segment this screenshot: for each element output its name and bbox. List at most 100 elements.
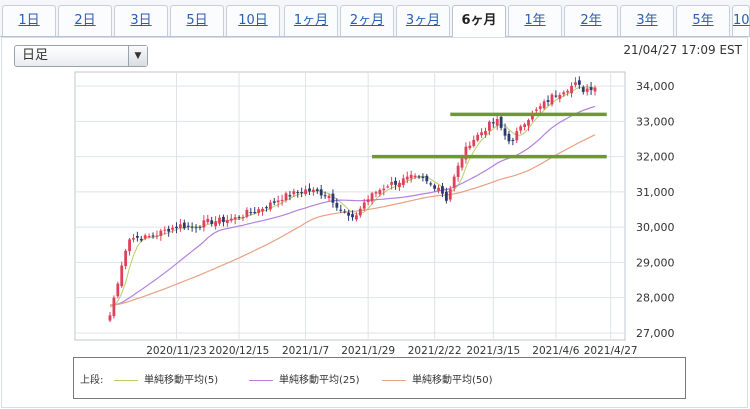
tab-3[interactable]: 5日 (170, 5, 224, 36)
candle-body (300, 192, 304, 194)
tab-4[interactable]: 10日 (226, 5, 280, 36)
candle-body (355, 215, 358, 220)
candle-body (120, 265, 124, 287)
candle-body (272, 201, 276, 203)
legend-swatch-sma50 (382, 379, 406, 381)
candle-body (448, 189, 452, 200)
chart-legend: 上段: 単純移動平均(5) 単純移動平均(25) 単純移動平均(50) (73, 357, 686, 399)
candle-body (499, 116, 503, 128)
candle-body (370, 193, 374, 202)
legend-item-sma50: 単純移動平均(50) (382, 371, 493, 386)
candle-body (444, 191, 448, 201)
candle-body (405, 176, 409, 180)
candle-body (511, 139, 515, 141)
period-select-value: 日足 (22, 48, 49, 63)
chevron-down-icon[interactable]: ▼ (128, 46, 147, 66)
candle-body (284, 193, 288, 201)
tab-11[interactable]: 3年 (620, 5, 674, 36)
candle-body (413, 175, 417, 178)
candle-body (503, 128, 507, 136)
candle-body (515, 131, 519, 141)
candle-body (527, 120, 530, 126)
x-tick-label: 2021/3/15 (466, 345, 520, 357)
candle-body (218, 217, 221, 224)
tab-8[interactable]: 6ヶ月 (452, 5, 506, 37)
candle-body (128, 239, 131, 252)
candle-body (323, 195, 327, 197)
candle-body (249, 212, 253, 214)
tab-7[interactable]: 3ヶ月 (396, 5, 450, 36)
candle-body (179, 224, 182, 229)
tab-1[interactable]: 2日 (58, 5, 112, 36)
candle-body (507, 133, 511, 142)
candle-body (214, 221, 218, 227)
candle-body (566, 90, 570, 93)
candle-body (241, 216, 245, 219)
candle-body (425, 175, 429, 182)
candle-body (593, 87, 597, 92)
candle-body (245, 209, 249, 217)
candle-body (581, 87, 585, 92)
candle-body (276, 200, 280, 203)
candle-body (319, 189, 323, 196)
candle-body (550, 94, 554, 105)
legend-swatch-sma5 (114, 379, 138, 381)
candle-body (585, 88, 589, 92)
candle-body (237, 216, 241, 218)
candle-body (452, 176, 456, 188)
candle-body (343, 211, 347, 213)
candle-body (229, 218, 233, 221)
candle-body (519, 126, 523, 131)
candle-body (441, 186, 444, 194)
candle-body (472, 139, 476, 146)
candle-body (394, 180, 397, 185)
tab-10[interactable]: 2年 (564, 5, 618, 36)
candle-body (464, 146, 468, 160)
candle-body (296, 192, 300, 194)
candle-body (523, 124, 526, 127)
tab-2[interactable]: 3日 (114, 5, 168, 36)
candle-body (398, 182, 401, 188)
candle-body (124, 250, 128, 267)
tab-0[interactable]: 1日 (2, 5, 56, 36)
legend-swatch-sma25 (249, 379, 273, 381)
x-tick-label: 2021/2/22 (408, 345, 462, 357)
tab-9[interactable]: 1年 (508, 5, 562, 36)
candle-body (116, 283, 120, 297)
x-tick-label: 2021/4/27 (584, 345, 638, 357)
candle-body (308, 188, 311, 192)
candle-body (143, 235, 147, 239)
tab-5[interactable]: 1ヶ月 (284, 5, 338, 36)
candle-body (186, 225, 190, 227)
candle-body (577, 80, 581, 85)
candle-body (108, 315, 112, 321)
candle-body (210, 220, 214, 224)
candle-body (175, 226, 178, 229)
candle-body (335, 202, 339, 208)
candle-body (167, 228, 171, 232)
tab-12[interactable]: 5年 (676, 5, 730, 36)
candle-body (233, 217, 237, 220)
candle-body (374, 192, 378, 194)
y-tick-label: 28,000 (636, 292, 675, 305)
candle-body (456, 165, 460, 177)
period-select[interactable]: 日足 ▼ (14, 45, 148, 67)
candle-body (159, 230, 163, 236)
candle-body (589, 87, 593, 91)
candle-body (386, 186, 390, 188)
legend-label-sma5: 単純移動平均(5) (144, 375, 219, 386)
candle-body (460, 158, 464, 168)
tab-6[interactable]: 2ヶ月 (340, 5, 394, 36)
candle-body (476, 134, 480, 141)
candle-body (163, 229, 167, 231)
candle-body (198, 226, 202, 228)
candle-body (222, 216, 225, 223)
candle-body (194, 227, 198, 229)
candle-body (292, 191, 296, 195)
candle-body (487, 121, 491, 131)
candle-body (574, 82, 577, 85)
candle-body (562, 92, 566, 95)
candle-body (390, 182, 394, 185)
candle-body (182, 222, 186, 229)
